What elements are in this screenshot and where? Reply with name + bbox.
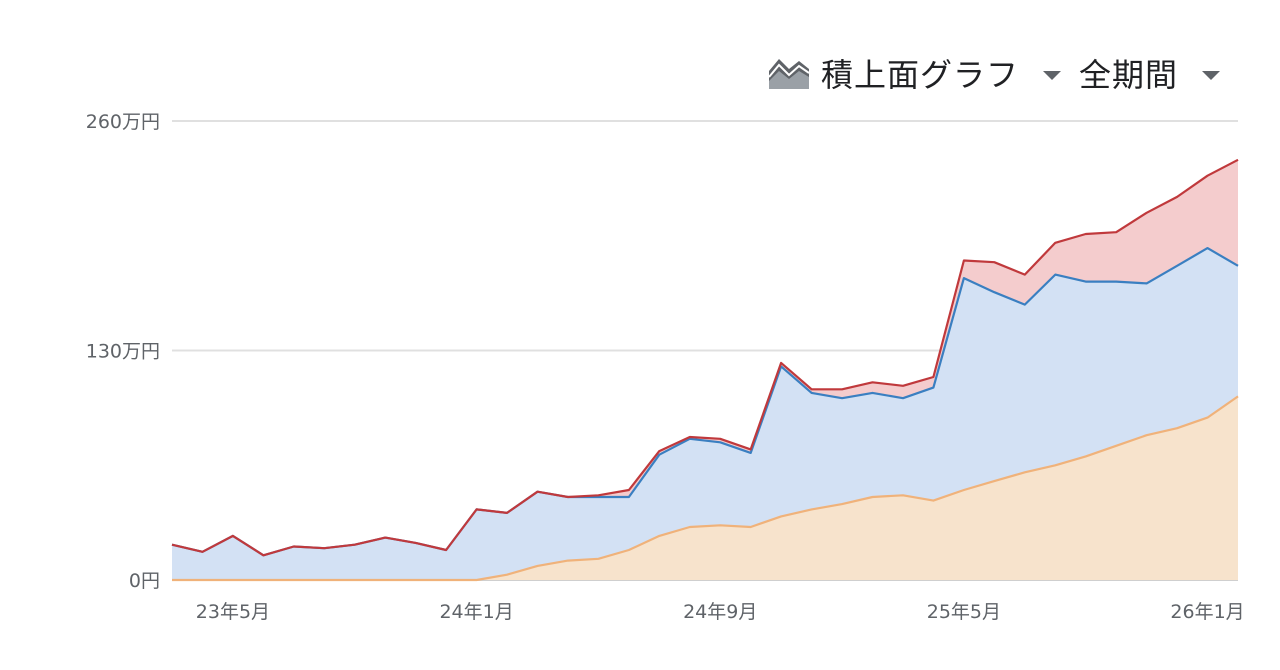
x-tick-label: 26年1月 xyxy=(1170,601,1244,623)
chart-type-label: 積上面グラフ xyxy=(820,56,1019,94)
y-tick-label: 260万円 xyxy=(86,111,160,133)
x-tick-label: 24年9月 xyxy=(683,601,757,623)
x-tick-label: 23年5月 xyxy=(196,601,270,623)
period-dropdown[interactable]: 全期間 xyxy=(1079,50,1220,96)
period-label: 全期間 xyxy=(1078,56,1178,94)
series-bottom-line xyxy=(172,395,1239,582)
chart-toolbar: 積上面グラフ 全期間 xyxy=(767,50,1220,96)
stacked-area-chart-icon xyxy=(768,59,810,89)
chart-type-dropdown[interactable]: 積上面グラフ xyxy=(767,50,1061,96)
x-tick-label: 24年1月 xyxy=(439,601,513,623)
x-axis-ticks: 23年5月 24年1月 24年9月 25年5月 26年1月 xyxy=(196,601,1245,623)
series-bottom-area xyxy=(172,396,1238,580)
series-lines xyxy=(171,158,1239,582)
y-tick-label: 0円 xyxy=(129,570,160,592)
y-tick-label: 130万円 xyxy=(86,341,160,363)
series-top-line xyxy=(171,158,1239,557)
chevron-down-icon xyxy=(1042,70,1061,80)
y-axis-ticks: 0円 130万円 260万円 xyxy=(86,111,160,592)
x-tick-label: 25年5月 xyxy=(927,601,1001,623)
area-series xyxy=(172,159,1238,580)
series-middle-area xyxy=(172,248,1238,580)
chevron-down-icon xyxy=(1202,70,1220,80)
